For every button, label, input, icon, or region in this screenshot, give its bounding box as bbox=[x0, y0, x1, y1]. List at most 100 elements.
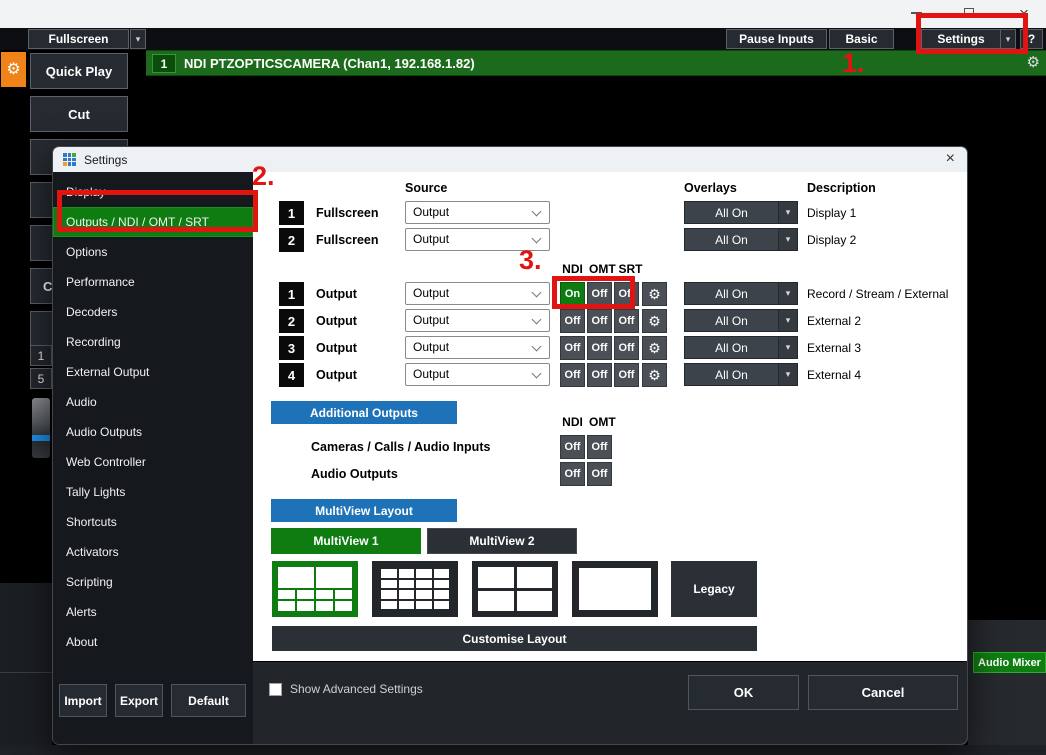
output2-source-select[interactable]: Output bbox=[405, 309, 550, 332]
export-button[interactable]: Export bbox=[115, 684, 163, 717]
dropdown-arrow-icon[interactable]: ▾ bbox=[778, 310, 797, 331]
output3-settings-gear-icon[interactable]: ⚙ bbox=[642, 336, 667, 360]
annotation-box-3 bbox=[552, 276, 635, 309]
select-value: Output bbox=[413, 367, 450, 381]
multiview-layout-thumbnail-quad[interactable] bbox=[472, 561, 558, 617]
ndi-column-header: NDI bbox=[562, 415, 583, 429]
tab-multiview-1[interactable]: MultiView 1 bbox=[271, 528, 421, 554]
sidebar-item-scripting[interactable]: Scripting bbox=[66, 575, 113, 589]
import-button[interactable]: Import bbox=[59, 684, 107, 717]
right-bottom-panel bbox=[968, 620, 1046, 755]
basic-button[interactable]: Basic bbox=[829, 29, 894, 49]
cameras-omt-toggle[interactable]: Off bbox=[587, 435, 612, 459]
row-description: Record / Stream / External bbox=[807, 287, 949, 301]
output4-srt-toggle[interactable]: Off bbox=[614, 363, 639, 387]
tab-multiview-2[interactable]: MultiView 2 bbox=[427, 528, 577, 554]
sidebar-item-external-output[interactable]: External Output bbox=[66, 365, 150, 379]
output2-srt-toggle[interactable]: Off bbox=[614, 309, 639, 333]
cut-button[interactable]: Cut bbox=[30, 96, 128, 132]
ok-button[interactable]: OK bbox=[688, 675, 799, 710]
output4-source-select[interactable]: Output bbox=[405, 363, 550, 386]
default-button[interactable]: Default bbox=[171, 684, 246, 717]
multiview-layout-thumbnail-selected[interactable] bbox=[272, 561, 358, 617]
output1-settings-gear-icon[interactable]: ⚙ bbox=[642, 282, 667, 306]
quick-play-button[interactable]: Quick Play bbox=[30, 53, 128, 89]
sidebar-item-shortcuts[interactable]: Shortcuts bbox=[66, 515, 117, 529]
output1-ndi-toggle[interactable]: On bbox=[560, 282, 585, 306]
audio-mixer-button[interactable]: Audio Mixer bbox=[973, 652, 1046, 673]
output4-overlays-dropdown[interactable]: All On ▾ bbox=[684, 363, 798, 386]
fullscreen1-source-select[interactable]: Output bbox=[405, 201, 550, 224]
output4-ndi-toggle[interactable]: Off bbox=[560, 363, 585, 387]
output2-settings-gear-icon[interactable]: ⚙ bbox=[642, 309, 667, 333]
sidebar-item-decoders[interactable]: Decoders bbox=[66, 305, 118, 319]
output2-ndi-toggle[interactable]: Off bbox=[560, 309, 585, 333]
bus-5-button[interactable]: 5 bbox=[30, 368, 52, 389]
select-value: Output bbox=[413, 205, 450, 219]
fullscreen-button[interactable]: Fullscreen bbox=[28, 29, 129, 49]
quick-settings-button[interactable]: ⚙ bbox=[1, 52, 26, 87]
sidebar-item-recording[interactable]: Recording bbox=[66, 335, 121, 349]
settings-dropdown-arrow-icon[interactable]: ▾ bbox=[1000, 29, 1016, 49]
fullscreen2-overlays-dropdown[interactable]: All On ▾ bbox=[684, 228, 798, 251]
dropdown-arrow-icon[interactable]: ▾ bbox=[778, 364, 797, 385]
additional-outputs-button[interactable]: Additional Outputs bbox=[271, 401, 457, 424]
settings-button[interactable]: Settings bbox=[921, 29, 1001, 49]
multiview-layout-thumbnail-grid[interactable] bbox=[372, 561, 458, 617]
dropdown-arrow-icon[interactable]: ▾ bbox=[778, 202, 797, 223]
audio-outputs-label: Audio Outputs bbox=[311, 467, 398, 481]
sidebar-item-activators[interactable]: Activators bbox=[66, 545, 119, 559]
fullscreen2-source-select[interactable]: Output bbox=[405, 228, 550, 251]
annotation-box-1 bbox=[916, 13, 1028, 54]
row-number-badge: 4 bbox=[279, 363, 304, 387]
output4-omt-toggle[interactable]: Off bbox=[587, 363, 612, 387]
output1-overlays-dropdown[interactable]: All On ▾ bbox=[684, 282, 798, 305]
sidebar-item-tally-lights[interactable]: Tally Lights bbox=[66, 485, 126, 499]
dialog-close-icon[interactable]: × bbox=[945, 150, 955, 167]
row-description: External 2 bbox=[807, 314, 862, 328]
cancel-button[interactable]: Cancel bbox=[808, 675, 958, 710]
sidebar-item-web-controller[interactable]: Web Controller bbox=[66, 455, 146, 469]
multiview-layout-thumbnail-single[interactable] bbox=[572, 561, 658, 617]
legacy-button[interactable]: Legacy bbox=[671, 561, 757, 617]
output3-srt-toggle[interactable]: Off bbox=[614, 336, 639, 360]
dropdown-arrow-icon[interactable]: ▾ bbox=[778, 337, 797, 358]
dropdown-arrow-icon[interactable]: ▾ bbox=[778, 283, 797, 304]
sidebar-item-alerts[interactable]: Alerts bbox=[66, 605, 97, 619]
input-settings-gear-icon[interactable]: ⚙ bbox=[1026, 54, 1040, 71]
multiview-layout-button[interactable]: MultiView Layout bbox=[271, 499, 457, 522]
output3-ndi-toggle[interactable]: Off bbox=[560, 336, 585, 360]
dialog-footer: Show Advanced Settings OK Cancel bbox=[253, 661, 967, 744]
sidebar-item-about[interactable]: About bbox=[66, 635, 98, 649]
chevron-down-icon bbox=[531, 206, 542, 217]
transition-fader[interactable] bbox=[32, 398, 50, 458]
omt-column-header: OMT bbox=[589, 262, 616, 276]
bus-1-button[interactable]: 1 bbox=[30, 345, 52, 366]
input-number-badge: 1 bbox=[152, 54, 176, 73]
fullscreen-dropdown-arrow-icon[interactable]: ▾ bbox=[130, 29, 146, 49]
audio-outputs-ndi-toggle[interactable]: Off bbox=[560, 462, 585, 486]
sidebar-item-options[interactable]: Options bbox=[66, 245, 108, 259]
fullscreen1-overlays-dropdown[interactable]: All On ▾ bbox=[684, 201, 798, 224]
output3-omt-toggle[interactable]: Off bbox=[587, 336, 612, 360]
sidebar-item-audio-outputs[interactable]: Audio Outputs bbox=[66, 425, 143, 439]
output3-source-select[interactable]: Output bbox=[405, 336, 550, 359]
show-advanced-settings-checkbox[interactable] bbox=[269, 683, 282, 696]
sidebar-item-outputs-ndi-omt-srt[interactable]: Outputs / NDI / OMT / SRT bbox=[53, 207, 253, 237]
sidebar-item-performance[interactable]: Performance bbox=[66, 275, 135, 289]
output4-settings-gear-icon[interactable]: ⚙ bbox=[642, 363, 667, 387]
output1-source-select[interactable]: Output bbox=[405, 282, 550, 305]
cameras-ndi-toggle[interactable]: Off bbox=[560, 435, 585, 459]
output2-overlays-dropdown[interactable]: All On ▾ bbox=[684, 309, 798, 332]
input-title: NDI PTZOPTICSCAMERA (Chan1, 192.168.1.82… bbox=[184, 55, 475, 71]
dropdown-arrow-icon[interactable]: ▾ bbox=[778, 229, 797, 250]
output2-omt-toggle[interactable]: Off bbox=[587, 309, 612, 333]
pause-inputs-button[interactable]: Pause Inputs bbox=[726, 29, 827, 49]
sidebar-item-audio[interactable]: Audio bbox=[66, 395, 97, 409]
active-input-bar[interactable]: 1 NDI PTZOPTICSCAMERA (Chan1, 192.168.1.… bbox=[146, 50, 1046, 76]
output3-overlays-dropdown[interactable]: All On ▾ bbox=[684, 336, 798, 359]
customise-layout-button[interactable]: Customise Layout bbox=[272, 626, 757, 651]
dropdown-value: All On bbox=[715, 286, 748, 301]
audio-outputs-omt-toggle[interactable]: Off bbox=[587, 462, 612, 486]
overlays-column-header: Overlays bbox=[684, 181, 737, 195]
